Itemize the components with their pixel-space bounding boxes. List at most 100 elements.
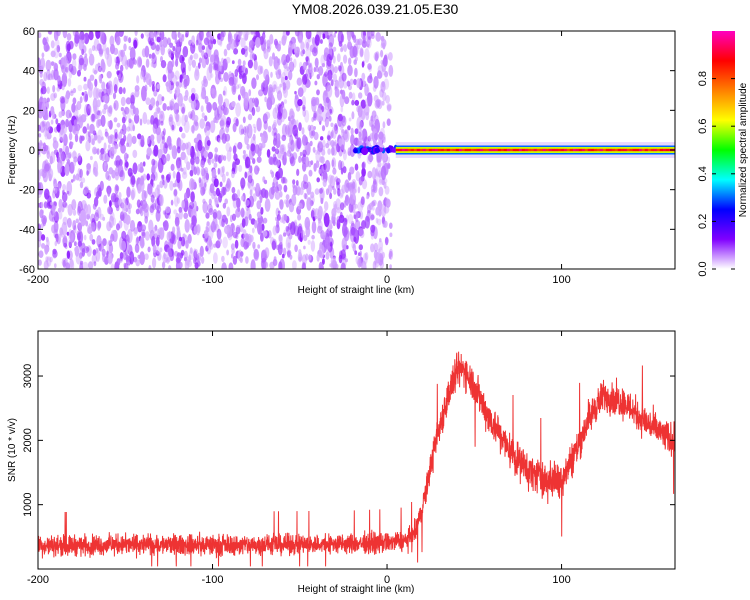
heatmap-line-cell (410, 148, 414, 152)
heatmap-noise-cell (217, 167, 221, 175)
heatmap-noise-cell (236, 84, 240, 90)
heatmap-noise-cell (222, 186, 227, 196)
heatmap-noise-cell (350, 134, 355, 146)
heatmap-line-cell (560, 148, 564, 152)
heatmap-noise-cell (353, 59, 358, 65)
heatmap-noise-cell (286, 226, 291, 237)
heatmap-line-cell (629, 148, 633, 152)
heatmap-noise-cell (295, 119, 299, 127)
heatmap-noise-cell (232, 123, 237, 133)
heatmap-noise-cell (179, 236, 182, 242)
heatmap-noise-cell (373, 184, 378, 194)
heatmap-noise-cell (347, 39, 351, 46)
heatmap-noise-cell (139, 175, 145, 186)
heatmap-noise-cell (193, 250, 198, 259)
heatmap-noise-cell (161, 130, 165, 140)
heatmap-noise-cell (175, 58, 179, 67)
heatmap-noise-cell (146, 147, 152, 157)
heatmap-noise-cell (120, 96, 126, 107)
heatmap-noise-cell (351, 99, 355, 106)
heatmap-noise-cell (328, 33, 335, 47)
heatmap-noise-cell (251, 97, 256, 104)
heatmap-noise-cell (297, 214, 302, 221)
heatmap-noise-cell (388, 52, 393, 61)
heatmap-noise-cell (203, 75, 207, 84)
heatmap-noise-cell (310, 209, 315, 219)
heatmap-noise-cell (245, 256, 249, 264)
heatmap-noise-cell (308, 169, 313, 177)
heatmap-noise-cell (339, 202, 345, 211)
heatmap-noise-cell (360, 99, 366, 109)
heatmap-noise-cell (327, 110, 330, 117)
heatmap-noise-cell (200, 105, 204, 113)
heatmap-noise-cell (148, 53, 152, 59)
heatmap-noise-cell (93, 86, 99, 101)
heatmap-noise-cell (346, 214, 349, 221)
heatmap-noise-cell (102, 216, 106, 221)
heatmap-noise-cell (213, 252, 218, 264)
heatmap-noise-cell (301, 127, 305, 135)
heatmap-noise-cell (272, 52, 275, 60)
heatmap-noise-cell (97, 129, 103, 144)
heatmap-noise-cell (172, 45, 176, 52)
heatmap-noise-cell (246, 123, 253, 139)
heatmap-noise-cell (388, 252, 392, 260)
heatmap-noise-cell (147, 183, 153, 195)
heatmap-noise-cell (359, 210, 364, 220)
heatmap-noise-cell (59, 96, 66, 104)
heatmap-line-cell (647, 148, 651, 152)
heatmap-noise-cell (141, 229, 146, 237)
heatmap-noise-cell (153, 89, 158, 97)
y-tick-label: -40 (19, 224, 35, 236)
heatmap-noise-cell (86, 123, 90, 131)
heatmap-noise-cell (213, 243, 217, 248)
heatmap-noise-cell (321, 125, 326, 132)
heatmap-noise-cell (299, 187, 304, 196)
heatmap-noise-cell (130, 189, 135, 201)
heatmap-noise-cell (181, 56, 185, 62)
heatmap-noise-cell (122, 87, 126, 94)
heatmap-noise-cell (91, 254, 98, 264)
heatmap-noise-cell (160, 31, 163, 34)
heatmap-noise-cell (44, 113, 49, 121)
heatmap-noise-cell (145, 97, 151, 105)
heatmap-noise-cell (38, 182, 44, 195)
heatmap-noise-cell (191, 59, 196, 68)
heatmap-noise-cell (84, 93, 89, 102)
heatmap-noise-cell (307, 62, 312, 68)
heatmap-noise-cell (371, 167, 377, 180)
heatmap-noise-cell (312, 47, 318, 57)
heatmap-noise-cell (108, 243, 114, 254)
heatmap-line-cell (524, 148, 528, 152)
heatmap-noise-cell (276, 133, 281, 142)
heatmap-noise-cell (345, 258, 348, 263)
heatmap-noise-cell (66, 33, 72, 41)
heatmap-noise-cell (89, 74, 95, 81)
heatmap-noise-cell (237, 94, 241, 101)
heatmap-noise-cell (236, 189, 241, 198)
heatmap-noise-cell (96, 148, 100, 155)
heatmap-noise-cell (238, 164, 243, 173)
heatmap-noise-cell (272, 225, 278, 236)
heatmap-noise-cell (231, 60, 235, 65)
heatmap-noise-cell (338, 214, 345, 224)
heatmap-noise-cell (213, 63, 219, 71)
heatmap-line-cell (458, 148, 462, 152)
heatmap-noise-cell (208, 239, 213, 247)
heatmap-noise-cell (223, 155, 227, 161)
heatmap-noise-cell (329, 247, 335, 259)
heatmap-noise-cell (350, 31, 354, 37)
heatmap-line-cell (557, 148, 561, 152)
heatmap-noise-cell (324, 236, 331, 250)
heatmap-noise-cell (44, 188, 50, 200)
heatmap-noise-cell (194, 262, 199, 269)
heatmap-noise-cell (370, 224, 376, 233)
colorbar-tick-label: 0.4 (697, 166, 709, 181)
heatmap-noise-cell (381, 251, 385, 259)
heatmap-line-cell (539, 148, 543, 152)
heatmap-noise-cell (173, 189, 178, 197)
heatmap-line-cell (665, 148, 669, 152)
heatmap-noise-cell (107, 251, 113, 265)
heatmap-noise-cell (243, 45, 248, 52)
heatmap-noise-cell (255, 37, 261, 48)
